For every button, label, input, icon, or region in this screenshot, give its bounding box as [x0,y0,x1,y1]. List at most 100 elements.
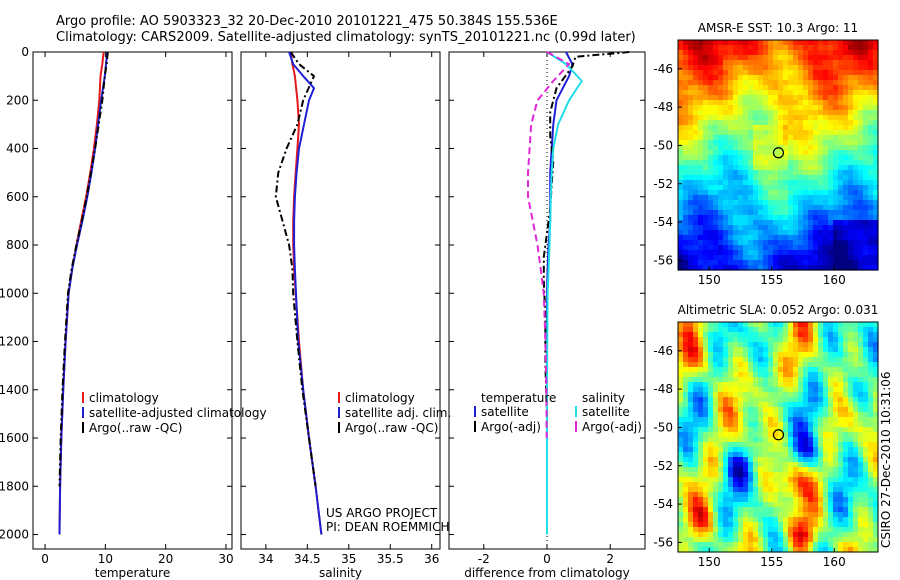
heatmap-cell [688,170,694,176]
heatmap-cell [823,347,829,353]
heatmap-cell [703,342,709,348]
heatmap-cell [773,442,779,448]
heatmap-cell [843,95,849,101]
heatmap-cell [778,50,784,56]
heatmap-cell [868,195,874,201]
heatmap-cell [688,527,694,533]
heatmap-cell [683,487,689,493]
heatmap-cell [848,547,854,553]
heatmap-cell [803,422,809,428]
heatmap-cell [848,427,854,433]
heatmap-cell [693,547,699,553]
heatmap-cell [828,362,834,368]
heatmap-cell [768,85,774,91]
heatmap-cell [698,225,704,231]
heatmap-cell [858,507,864,513]
heatmap-cell [773,155,779,161]
heatmap-cell [698,65,704,71]
heatmap-cell [693,352,699,358]
heatmap-cell [718,155,724,161]
heatmap-cell [738,492,744,498]
heatmap-cell [808,497,814,503]
heatmap-cell [703,482,709,488]
heatmap-cell [723,327,729,333]
heatmap-cell [678,90,684,96]
heatmap-cell [828,372,834,378]
heatmap-cell [868,155,874,161]
heatmap-cell [778,342,784,348]
heatmap-cell [718,130,724,136]
heatmap-cell [678,185,684,191]
heatmap-cell [688,255,694,261]
heatmap-cell [688,225,694,231]
heatmap-cell [678,477,684,483]
heatmap-cell [763,125,769,131]
heatmap-cell [743,210,749,216]
heatmap-cell [858,135,864,141]
heatmap-cell [768,432,774,438]
heatmap-cell [698,85,704,91]
heatmap-cell [748,250,754,256]
heatmap-cell [768,542,774,548]
heatmap-cell [808,547,814,553]
legend-entry: Argo(..raw -QC) [345,421,438,435]
heatmap-cell [848,437,854,443]
heatmap-cell [868,215,874,221]
heatmap-cell [718,527,724,533]
heatmap-cell [863,175,869,181]
heatmap-cell [808,427,814,433]
heatmap-cell [718,442,724,448]
heatmap-cell [733,70,739,76]
heatmap-cell [693,45,699,51]
heatmap-cell [788,80,794,86]
heatmap-cell [713,417,719,423]
heatmap-cell [783,130,789,136]
heatmap-cell [873,497,879,503]
heatmap-cell [798,532,804,538]
heatmap-cell [853,392,859,398]
heatmap-cell [798,125,804,131]
heatmap-cell [808,230,814,236]
heatmap-cell [818,322,824,328]
heatmap-cell [788,175,794,181]
heatmap-cell [693,437,699,443]
heatmap-cell [808,45,814,51]
heatmap-cell [858,265,864,271]
heatmap-cell [788,240,794,246]
heatmap-cell [858,245,864,251]
heatmap-cell [768,422,774,428]
heatmap-cell [858,235,864,241]
heatmap-cell [683,165,689,171]
heatmap-cell [833,160,839,166]
heatmap-cell [678,482,684,488]
heatmap-cell [758,342,764,348]
heatmap-cell [838,225,844,231]
heatmap-cell [858,250,864,256]
heatmap-cell [813,260,819,266]
heatmap-cell [738,457,744,463]
heatmap-cell [768,467,774,473]
heatmap-cell [808,205,814,211]
heatmap-cell [758,55,764,61]
heatmap-cell [703,477,709,483]
heatmap-cell [738,75,744,81]
heatmap-cell [818,140,824,146]
heatmap-cell [838,265,844,271]
heatmap-cell [753,125,759,131]
heatmap-cell [723,60,729,66]
heatmap-cell [748,357,754,363]
heatmap-cell [733,357,739,363]
heatmap-cell [703,265,709,271]
heatmap-cell [843,322,849,328]
heatmap-cell [678,130,684,136]
heatmap-cell [843,542,849,548]
heatmap-cell [773,245,779,251]
x-tick-label: 0 [41,552,49,566]
heatmap-cell [788,190,794,196]
heatmap-cell [818,352,824,358]
heatmap-cell [753,422,759,428]
heatmap-cell [698,240,704,246]
heatmap-cell [708,392,714,398]
heatmap-cell [868,85,874,91]
heatmap-cell [778,382,784,388]
